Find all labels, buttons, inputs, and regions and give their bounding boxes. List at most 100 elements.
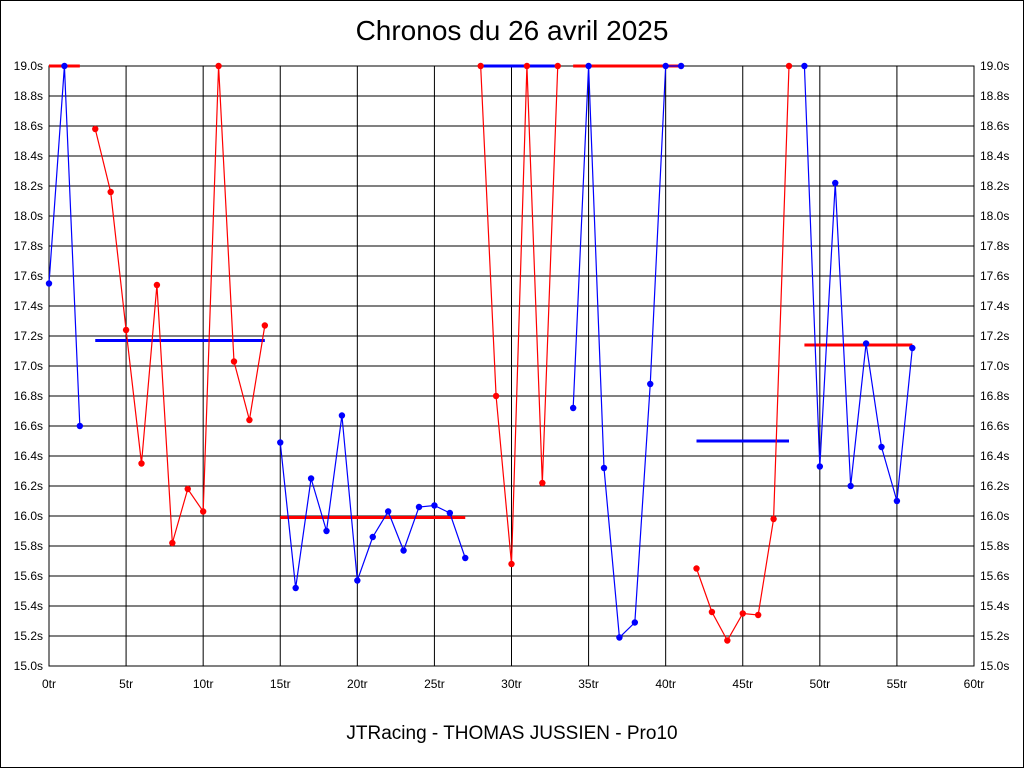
y-tick-label-right: 17.2s [980, 329, 1009, 343]
data-point [107, 188, 114, 196]
data-point [647, 380, 654, 388]
data-point [523, 62, 531, 70]
data-point [184, 485, 191, 493]
y-tick-label-left: 16.2s [14, 479, 43, 493]
series-line [94, 65, 266, 544]
data-point [338, 412, 346, 419]
y-tick-label-right: 17.0s [980, 359, 1009, 373]
y-tick-label-left: 17.6s [14, 269, 43, 283]
y-tick-label-left: 15.8s [14, 539, 43, 553]
x-tick-label: 10tr [193, 677, 214, 691]
data-point [832, 179, 839, 187]
data-point [384, 508, 392, 515]
data-point [153, 281, 161, 289]
data-point [862, 340, 870, 347]
data-point [122, 326, 130, 334]
chart-title: Chronos du 26 avril 2025 [355, 15, 669, 46]
y-tick-label-right: 18.6s [980, 119, 1009, 133]
series-line [803, 65, 913, 502]
data-point [354, 577, 361, 584]
y-tick-label-right: 16.0s [980, 509, 1009, 523]
data-point [323, 527, 330, 535]
x-tick-label: 40tr [655, 677, 676, 691]
data-point [600, 464, 608, 472]
y-tick-label-left: 15.0s [14, 659, 43, 673]
data-point [816, 463, 824, 470]
data-point [616, 634, 623, 641]
data-point [292, 584, 299, 592]
x-tick-label: 5tr [119, 677, 133, 691]
y-tick-label-left: 18.2s [14, 179, 43, 193]
data-point [446, 509, 454, 517]
y-tick-label-right: 17.8s [980, 239, 1009, 253]
data-point [878, 443, 885, 451]
data-point [61, 62, 68, 70]
data-point [909, 344, 916, 352]
data-point [138, 460, 145, 467]
x-tick-label: 25tr [424, 677, 445, 691]
data-point [199, 508, 207, 515]
data-point [415, 503, 423, 511]
data-point [569, 404, 577, 412]
y-tick-label-right: 18.0s [980, 209, 1009, 223]
x-tick-label: 55tr [887, 677, 908, 691]
x-tick-label: 0tr [42, 677, 56, 691]
x-tick-label: 45tr [732, 677, 753, 691]
y-tick-label-left: 18.6s [14, 119, 43, 133]
data-point [307, 475, 315, 482]
data-point [230, 358, 238, 365]
data-point [770, 515, 777, 523]
x-tick-label: 15tr [270, 677, 291, 691]
y-tick-label-left: 17.4s [14, 299, 43, 313]
y-tick-label-left: 15.4s [14, 599, 43, 613]
data-point [400, 547, 407, 554]
series-line [279, 415, 466, 589]
y-tick-label-right: 18.8s [980, 89, 1009, 103]
data-point [215, 62, 222, 70]
y-tick-label-right: 18.2s [980, 179, 1009, 193]
data-point [847, 482, 854, 490]
data-point [246, 416, 253, 424]
y-tick-label-left: 18.8s [14, 89, 43, 103]
data-point [693, 565, 700, 572]
data-point [462, 554, 469, 562]
data-point [508, 560, 515, 568]
x-tick-label: 20tr [347, 677, 368, 691]
series-line [480, 65, 559, 565]
y-tick-label-left: 16.8s [14, 389, 43, 403]
x-tick-label: 50tr [809, 677, 830, 691]
data-point [539, 479, 546, 487]
data-point [492, 392, 500, 400]
y-tick-label-right: 16.8s [980, 389, 1009, 403]
data-point [739, 610, 746, 617]
data-point [724, 637, 731, 644]
data-point [261, 322, 269, 329]
y-tick-label-right: 16.2s [980, 479, 1009, 493]
data-point [369, 533, 376, 541]
y-tick-label-right: 18.4s [980, 149, 1009, 163]
data-point [431, 502, 438, 509]
y-tick-label-left: 17.8s [14, 239, 43, 253]
y-tick-label-right: 17.6s [980, 269, 1009, 283]
x-tick-label: 35tr [578, 677, 599, 691]
data-point [801, 62, 808, 70]
data-point [708, 608, 716, 616]
data-point [45, 280, 53, 287]
data-point [585, 62, 592, 70]
y-tick-label-left: 17.0s [14, 359, 43, 373]
series-line [572, 65, 682, 639]
y-tick-label-left: 19.0s [14, 59, 43, 73]
data-point [277, 439, 284, 446]
data-point [76, 422, 84, 430]
data-point [785, 62, 793, 70]
data-point [754, 611, 762, 619]
y-tick-label-left: 18.4s [14, 149, 43, 163]
y-tick-label-right: 15.0s [980, 659, 1009, 673]
data-point [169, 539, 176, 547]
data-point [92, 125, 99, 133]
y-tick-label-right: 15.6s [980, 569, 1009, 583]
data-point [893, 497, 901, 505]
y-tick-label-right: 19.0s [980, 59, 1009, 73]
